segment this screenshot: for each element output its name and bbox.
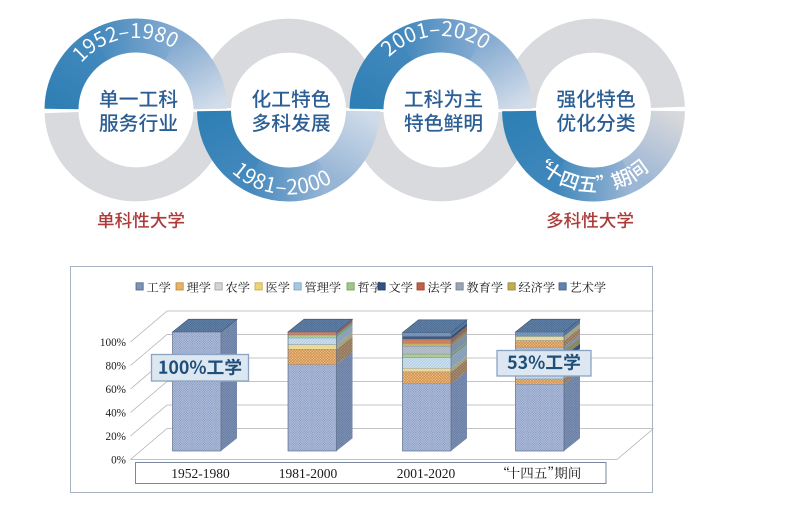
svg-text:80%: 80% (105, 361, 126, 373)
svg-text:0%: 0% (111, 455, 126, 467)
svg-text:2001-2020: 2001-2020 (397, 466, 456, 481)
svg-text:20%: 20% (105, 431, 126, 443)
svg-text:1981-2000: 1981-2000 (279, 466, 338, 481)
svg-text:100%: 100% (100, 337, 126, 349)
svg-text:40%: 40% (105, 408, 126, 420)
svg-text:1952-1980: 1952-1980 (171, 466, 230, 481)
svg-text:60%: 60% (105, 384, 126, 396)
